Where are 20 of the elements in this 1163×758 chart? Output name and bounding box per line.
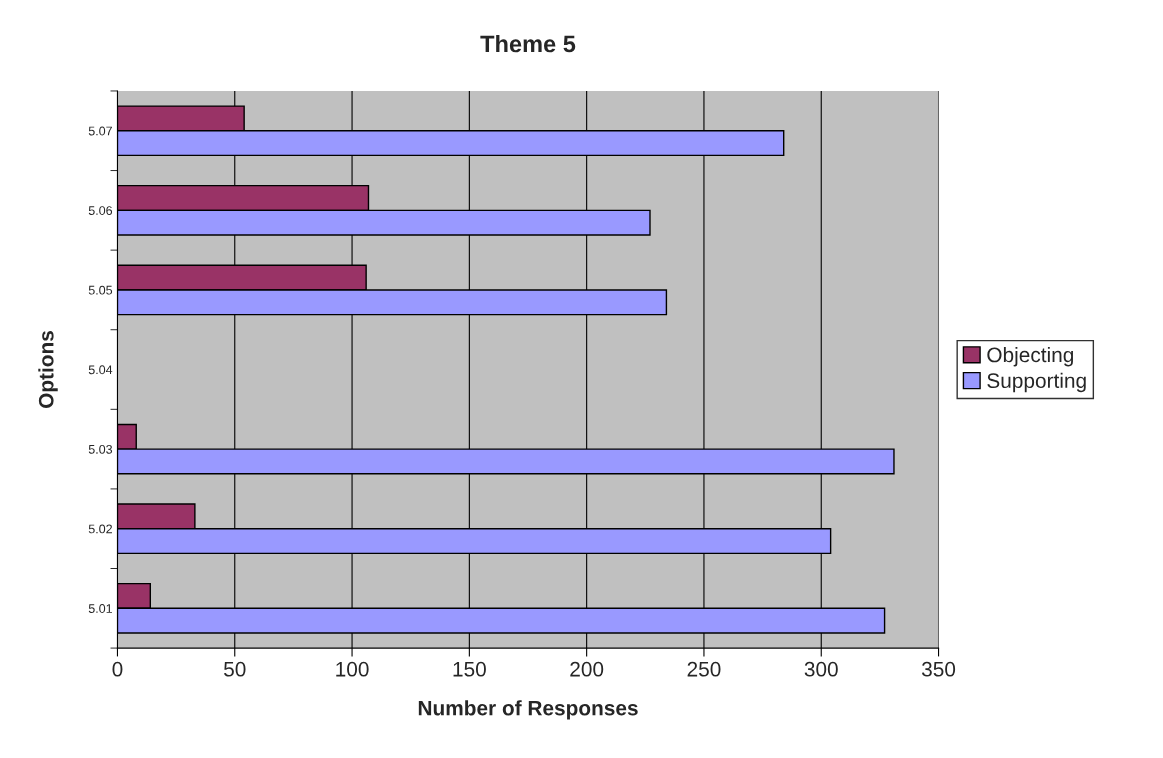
y-tick-label: 5.02 — [88, 524, 112, 534]
x-tick-label: 250 — [687, 661, 721, 677]
y-tick-label: 5.06 — [88, 206, 113, 215]
y-tick-label: 5.04 — [88, 365, 113, 375]
legend-label: Objecting — [987, 346, 1074, 367]
x-tick-label: 350 — [921, 661, 956, 677]
x-axis-title: Number of Responses — [418, 700, 638, 720]
y-tick-label: 5.01 — [88, 604, 112, 613]
y-tick-label: 5.07 — [88, 126, 112, 136]
y-tick-label: 5.05 — [88, 285, 113, 295]
y-axis-title: Options — [38, 331, 58, 409]
x-tick-label: 50 — [224, 661, 246, 677]
x-tick-label: 300 — [804, 661, 838, 677]
chart-title: Theme 5 — [480, 34, 576, 53]
x-tick-label: 150 — [453, 661, 486, 677]
x-tick-label: 0 — [112, 661, 123, 677]
x-tick-label: 200 — [570, 661, 604, 677]
y-tick-label: 5.03 — [88, 444, 113, 454]
x-tick-label: 100 — [336, 661, 369, 677]
legend-label: Supporting — [987, 372, 1086, 393]
